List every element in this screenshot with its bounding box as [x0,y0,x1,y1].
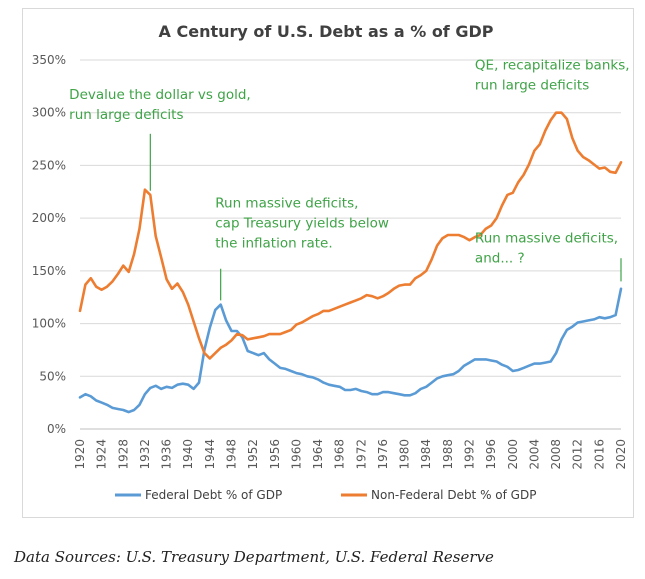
y-tick-label: 100% [32,317,66,331]
series-lines [78,111,623,414]
x-tick-label: 2016 [592,439,606,470]
chart-frame: A Century of U.S. Debt as a % of GDP 0% 5… [22,8,634,518]
annotation-text: cap Treasury yields below [215,216,389,232]
x-tick-label: 1988 [441,439,455,470]
x-tick-label: 1960 [289,439,303,470]
annotations: Devalue the dollar vs gold, run large def… [69,57,630,301]
x-tick-label: 2020 [614,439,628,470]
x-tick-label: 2008 [549,439,563,470]
y-tick-label: 150% [32,264,66,278]
chart-title: A Century of U.S. Debt as a % of GDP [159,22,494,41]
annotation-text: the inflation rate. [215,236,332,252]
x-tick-label: 1932 [138,439,152,470]
y-tick-label: 350% [32,53,66,67]
chart-svg: A Century of U.S. Debt as a % of GDP 0% 5… [32,22,630,502]
x-tick-label: 1944 [203,439,217,470]
legend: Federal Debt % of GDP Non-Federal Debt % … [115,488,536,502]
x-tick-label: 1992 [463,439,477,470]
y-tick-label: 200% [32,211,66,225]
x-tick-label: 1996 [484,439,498,470]
annotation-text: run large deficits [475,77,589,93]
legend-label-non-federal-debt: Non-Federal Debt % of GDP [371,488,536,502]
x-tick-label: 1940 [181,439,195,470]
x-tick-label: 1964 [311,439,325,470]
y-tick-label: 0% [47,422,66,436]
annotation-text: Run massive deficits, [215,196,358,212]
x-tick-label: 1952 [246,439,260,470]
x-tick-label: 1980 [398,439,412,470]
x-tick-label: 1924 [95,439,109,470]
annotation: Devalue the dollar vs gold, run large def… [69,87,251,191]
x-tick-label: 1920 [73,439,87,470]
x-tick-label: 2000 [506,439,520,470]
x-tick-label: 1936 [160,439,174,470]
annotation-text: and... ? [475,250,525,266]
x-tick-label: 1984 [419,439,433,470]
y-axis-tick-labels: 0% 50% 100% 150% 200% 250% 300% 350% [32,53,66,436]
gridlines [80,59,621,430]
annotation: Run massive deficits, cap Treasury yields… [215,196,389,301]
annotation-text: Run massive deficits, [475,230,618,246]
x-tick-label: 2004 [527,439,541,470]
x-tick-label: 1972 [354,439,368,470]
x-tick-label: 1968 [333,439,347,470]
x-tick-label: 1956 [268,439,282,470]
x-tick-label: 1948 [224,439,238,470]
source-note: Data Sources: U.S. Treasury Department, … [14,548,494,566]
y-tick-label: 50% [39,369,66,383]
x-axis-tick-labels: 1920 1924 1928 1932 1936 1940 1944 1948 1952 1956… [73,439,628,470]
annotation-text: run large deficits [69,107,183,123]
legend-label-federal-debt: Federal Debt % of GDP [145,488,282,502]
annotation: Run massive deficits, and... ? [475,230,622,282]
annotation-text: Devalue the dollar vs gold, [69,87,251,103]
series-line-non-federal-debt [78,111,623,360]
y-tick-label: 300% [32,106,66,120]
y-tick-label: 250% [32,158,66,172]
annotation-text: QE, recapitalize banks, [475,57,630,73]
series-line-federal-debt [78,287,623,414]
annotation: QE, recapitalize banks, run large deficit… [475,57,630,93]
x-tick-label: 1928 [116,439,130,470]
x-tick-label: 1976 [376,439,390,470]
x-tick-label: 2012 [571,439,585,470]
